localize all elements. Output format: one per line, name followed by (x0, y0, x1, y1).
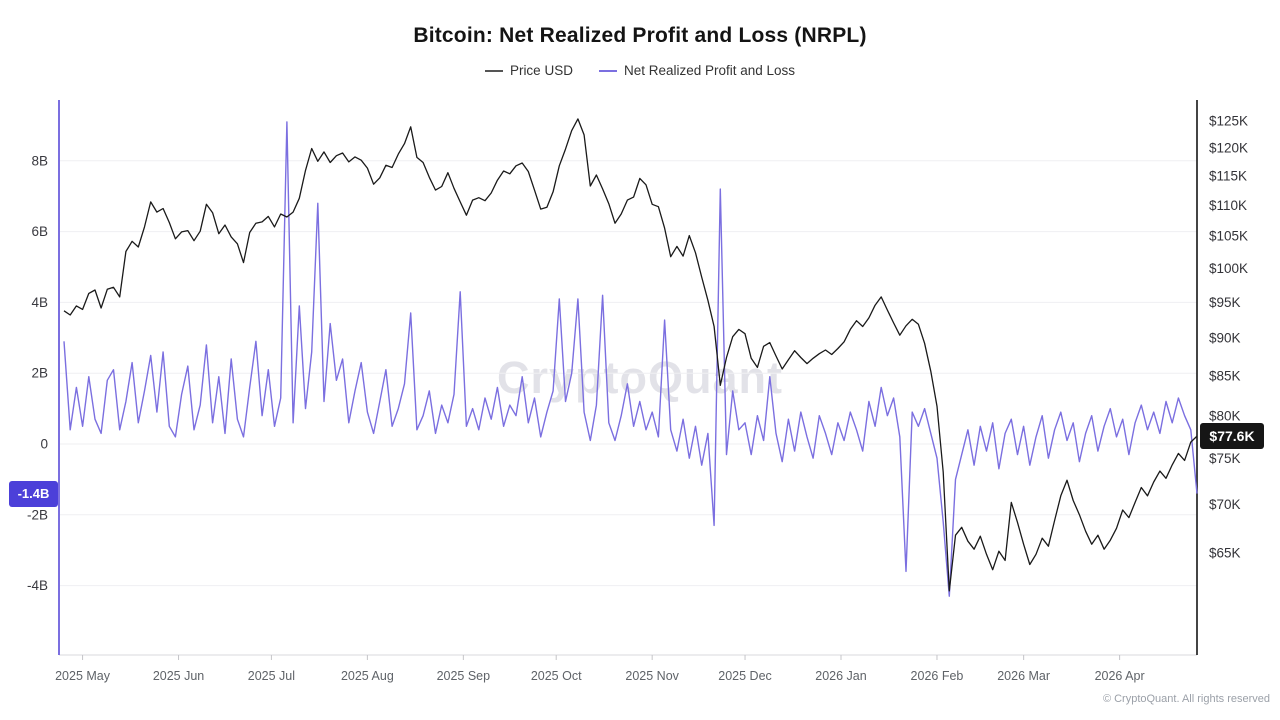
x-axis-label: 2026 Apr (1095, 669, 1145, 683)
x-axis-label: 2025 Oct (531, 669, 582, 683)
price-line-icon (484, 69, 503, 72)
nrpl-line-series (63, 121, 1198, 597)
chart-title: Bitcoin: Net Realized Profit and Loss (N… (413, 24, 867, 47)
x-axis-label: 2025 Jun (153, 669, 204, 683)
price-current-value-badge: $77.6K (1200, 423, 1264, 450)
x-axis-label: 2025 Nov (625, 669, 679, 683)
y-axis-right-label: $70K (1209, 497, 1241, 512)
y-axis-left-label: 6B (31, 224, 48, 239)
x-axis-label: 2025 Aug (341, 669, 394, 683)
legend-label-price-usd: Price USD (509, 63, 573, 78)
y-axis-right-label: $110K (1209, 198, 1247, 213)
x-axis-label: 2026 Feb (911, 669, 964, 683)
nrpl-line-icon (598, 69, 617, 72)
x-axis-label: 2025 Sep (437, 669, 491, 683)
x-axis-label: 2026 Jan (815, 669, 866, 683)
nrpl-current-value-badge: -1.4B (9, 480, 58, 507)
legend-item-nrpl[interactable]: Net Realized Profit and Loss (598, 63, 796, 78)
y-axis-right-label: $120K (1209, 140, 1248, 155)
y-axis-right-label: $100K (1209, 261, 1248, 276)
legend-item-price-usd[interactable]: Price USD (484, 63, 573, 78)
price-line-series (63, 118, 1198, 592)
x-axis-label: 2025 May (55, 669, 111, 683)
copyright-notice: © CryptoQuant. All rights reserved (1102, 693, 1270, 705)
chart-legend: Price USD Net Realized Profit and Loss (0, 63, 1280, 78)
y-axis-left-label: 0 (40, 437, 48, 452)
x-axis-label: 2025 Jul (248, 669, 295, 683)
x-axis-label: 2025 Dec (718, 669, 772, 683)
y-axis-right-label: $65K (1209, 546, 1241, 561)
y-axis-left-label: 4B (31, 295, 48, 310)
y-axis-right-label: $80K (1209, 408, 1241, 423)
y-axis-right-label: $105K (1209, 229, 1248, 244)
y-axis-right-label: $90K (1209, 331, 1241, 346)
y-axis-right-label: $85K (1209, 368, 1241, 383)
legend-label-nrpl: Net Realized Profit and Loss (623, 63, 796, 78)
x-axis-label: 2026 Mar (997, 669, 1050, 683)
y-axis-left-label: 8B (31, 153, 48, 168)
y-axis-left-label: 2B (31, 366, 48, 381)
y-axis-right-label: $95K (1209, 295, 1241, 310)
y-axis-left-label: -2B (27, 507, 48, 522)
y-axis-right-label: $75K (1209, 451, 1241, 466)
y-axis-right-label: $115K (1209, 169, 1247, 184)
y-axis-right-label: $125K (1209, 114, 1248, 129)
y-axis-left-label: -4B (27, 578, 48, 593)
